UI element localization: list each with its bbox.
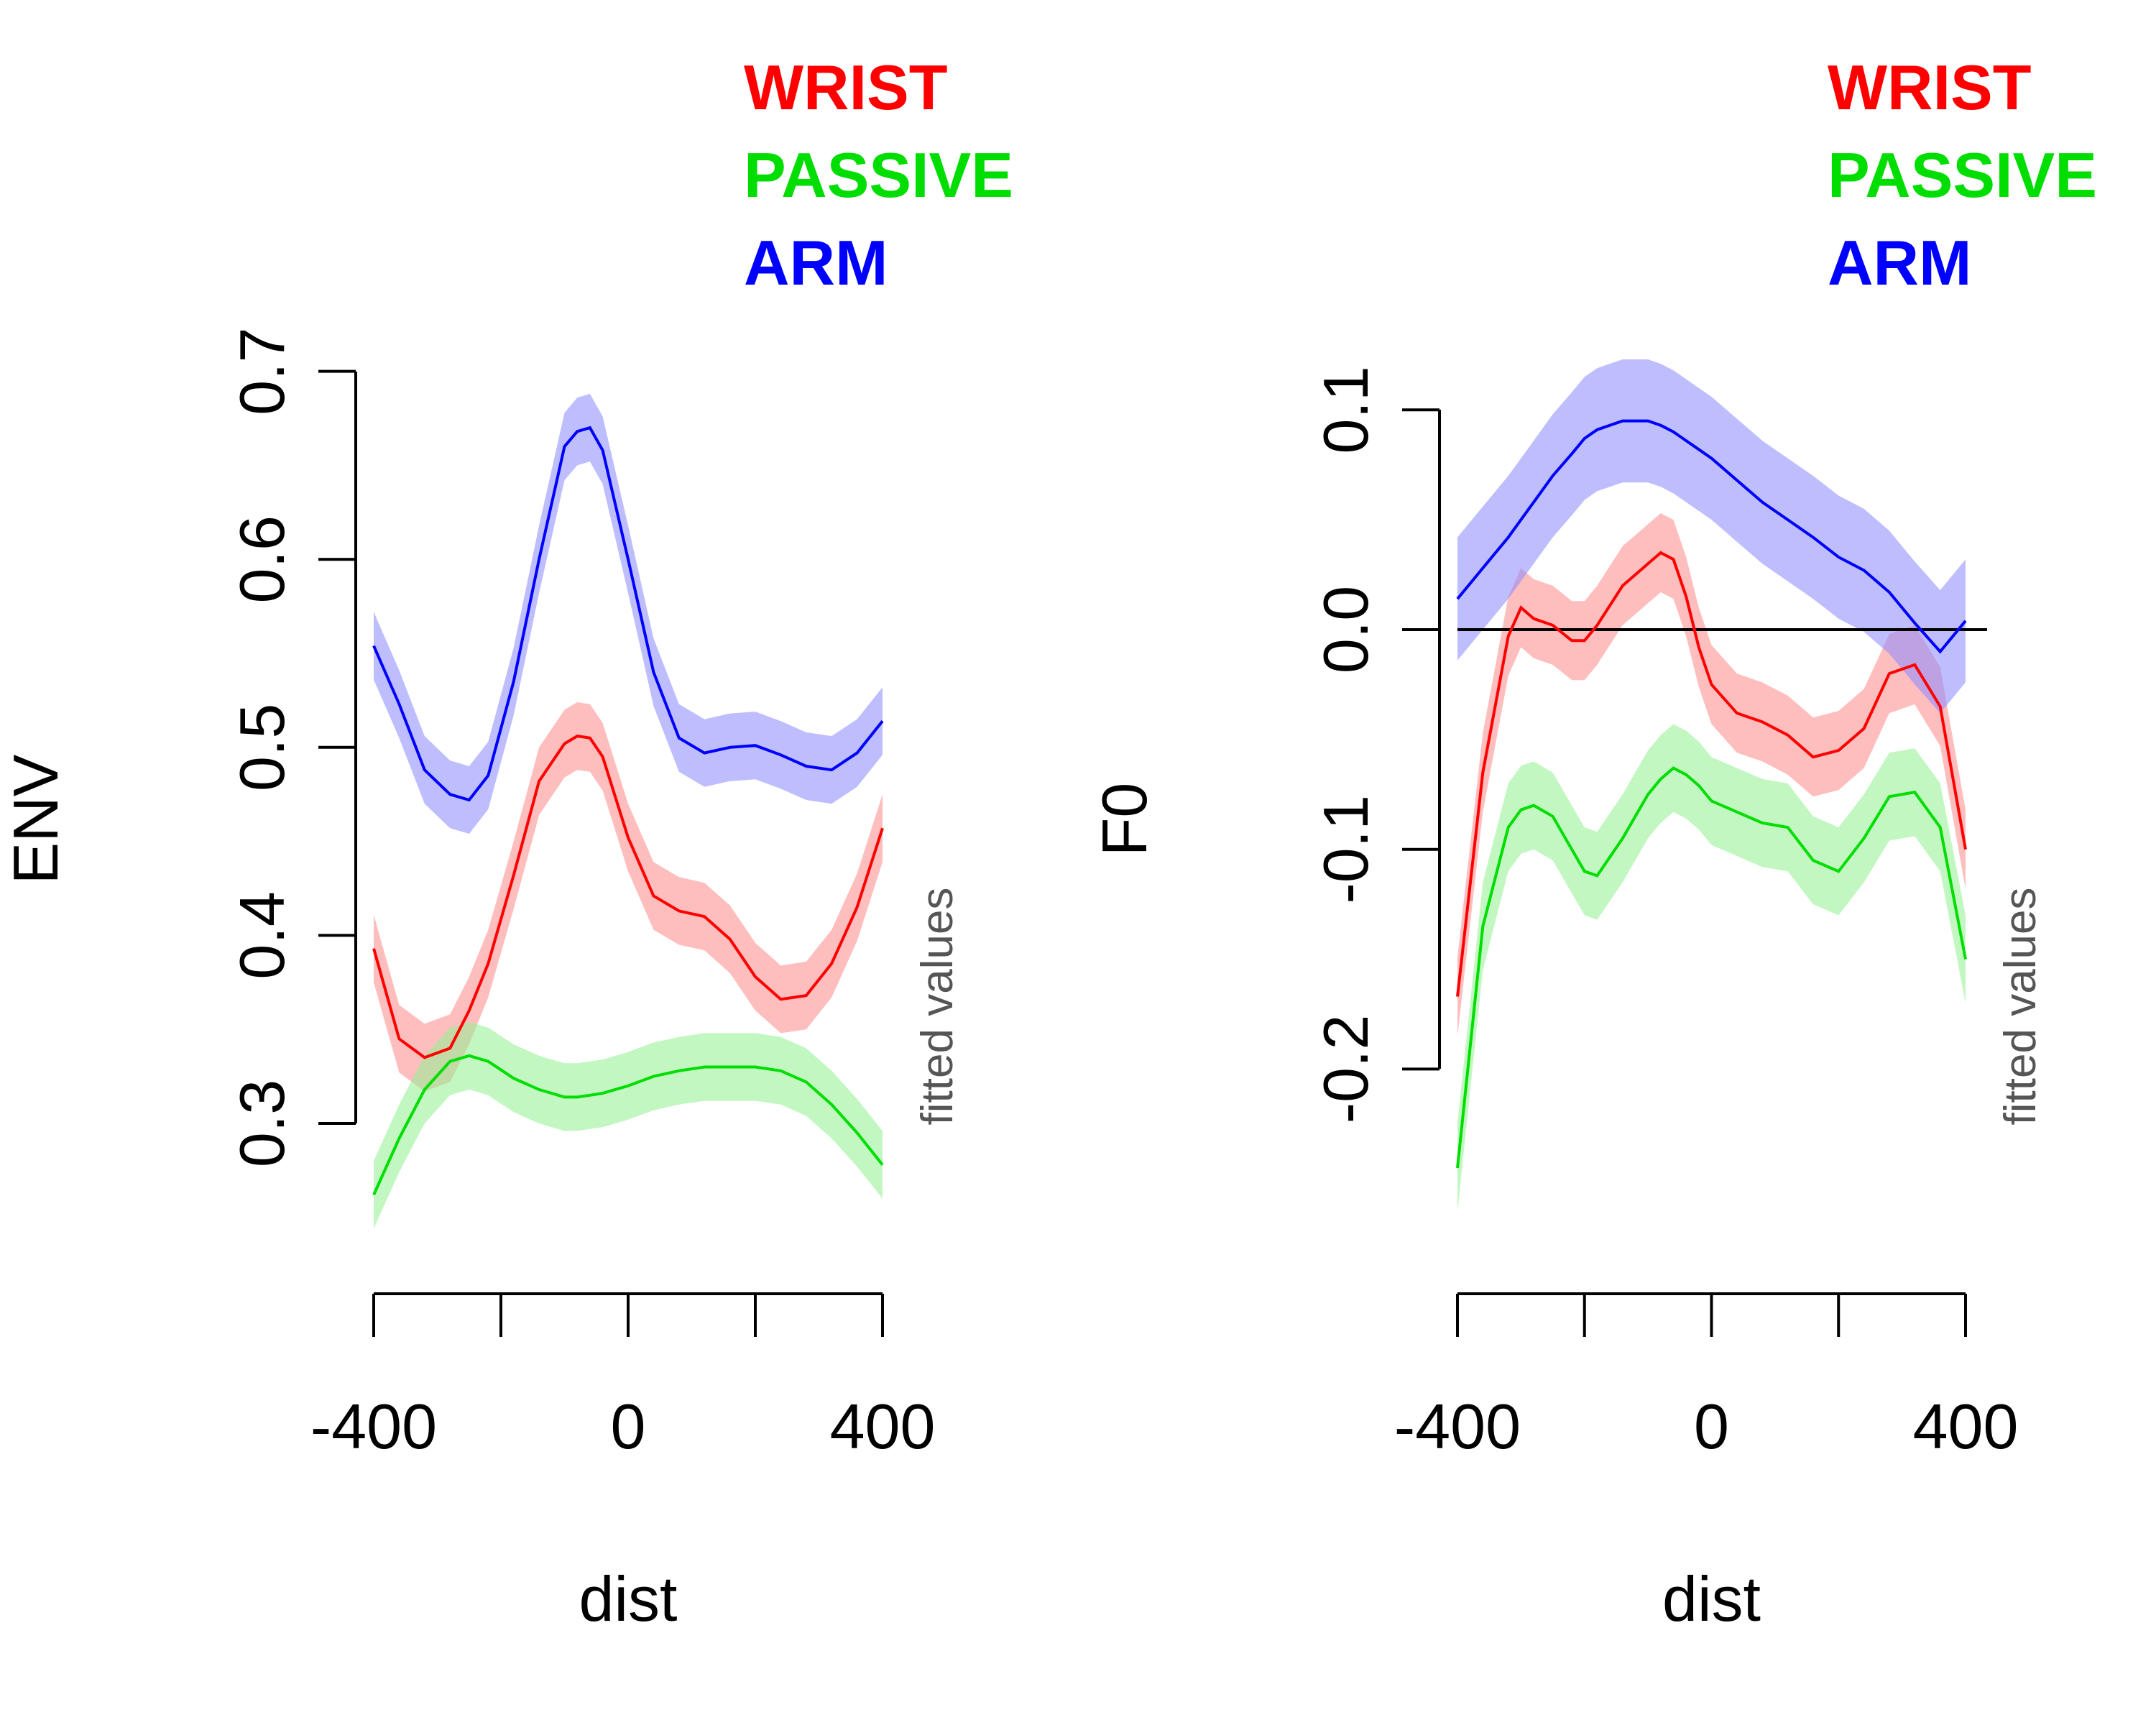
x-tick-label: 400 [830, 1391, 936, 1462]
series-line-wrist [1456, 551, 1967, 997]
legend-entry-passive: PASSIVE [744, 139, 1013, 211]
y-axis-title: ENV [0, 754, 71, 884]
fitted-values-note: fitted values [913, 888, 962, 1126]
x-tick-label: -400 [1394, 1391, 1521, 1462]
series-line-arm [372, 426, 884, 802]
confidence-band-arm [1457, 359, 1966, 714]
legend-entry-passive: PASSIVE [1828, 139, 2097, 211]
series-line-wrist [372, 735, 884, 1059]
confidence-band-passive [1457, 724, 1966, 1213]
y-tick-label: 0.4 [226, 891, 298, 979]
y-tick-label: -0.1 [1310, 795, 1381, 904]
x-axis-title: dist [1662, 1563, 1761, 1634]
confidence-band-wrist [1457, 513, 1966, 1036]
series-line-arm [1456, 419, 1967, 654]
x-tick-label: 0 [1694, 1391, 1729, 1462]
y-tick-label: 0.6 [226, 515, 298, 603]
y-tick-label: 0.5 [226, 704, 298, 791]
x-axis-title: dist [579, 1563, 678, 1634]
y-tick-label: 0.7 [226, 327, 298, 415]
legend-entry-wrist: WRIST [744, 52, 948, 123]
y-tick-label: -0.2 [1310, 1015, 1381, 1124]
f0-panel: -400 0 400 dist -0.2 -0.1 0.0 0.1 F0 fitted value… [1089, 52, 2097, 1634]
env-panel: -400 0 400 dist 0.3 0.4 0.5 0.6 0.7 ENV fitted val… [0, 52, 1013, 1634]
legend-entry-arm: ARM [744, 227, 888, 298]
fitted-values-note: fitted values [1996, 888, 2045, 1126]
y-axis-title: F0 [1089, 783, 1160, 857]
x-tick-label: 400 [1913, 1391, 2019, 1462]
y-tick-label: 0.1 [1310, 366, 1381, 454]
x-tick-label: -400 [310, 1391, 437, 1462]
x-tick-label: 0 [611, 1391, 646, 1462]
confidence-band-arm [374, 394, 883, 834]
y-tick-label: 0.0 [1310, 586, 1381, 673]
legend-entry-arm: ARM [1828, 227, 1971, 298]
confidence-band-wrist [374, 702, 883, 1092]
y-tick-label: 0.3 [226, 1080, 298, 1167]
legend-entry-wrist: WRIST [1828, 52, 2032, 123]
confidence-band-passive [374, 1021, 883, 1229]
series-line-passive [1456, 766, 1967, 1169]
series-line-passive [372, 1054, 884, 1196]
